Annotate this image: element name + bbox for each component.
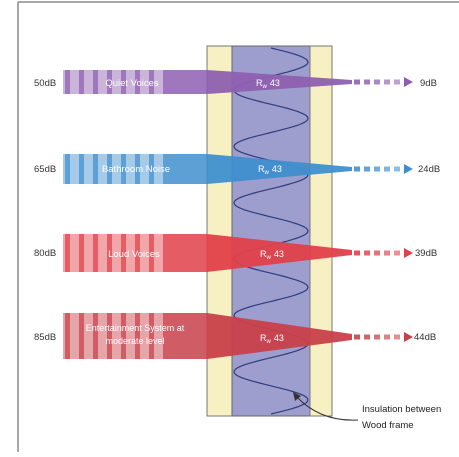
input-level-label: 50dB	[34, 78, 56, 89]
output-level-label: 9dB	[420, 78, 437, 89]
output-dashes	[354, 248, 413, 258]
dash-segment	[374, 334, 380, 340]
sound-row-loud-voices: 80dB Loud Voices Rw 43 39dB	[34, 234, 437, 272]
dash-segment	[354, 79, 360, 85]
source-band-stripes	[63, 234, 163, 272]
insulation-coil	[233, 47, 309, 415]
input-level-label: 85dB	[34, 332, 56, 343]
input-level-label: 80dB	[34, 248, 56, 259]
dash-segment	[364, 166, 370, 172]
source-label: Loud Voices	[108, 249, 160, 260]
annotation-line-1: Insulation between	[362, 404, 441, 415]
source-band-stripes	[63, 313, 163, 359]
dash-arrowhead	[404, 164, 413, 174]
transmission-cone	[207, 313, 352, 359]
insulation-annotation: Insulation between Wood frame	[293, 392, 441, 431]
output-level-label: 44dB	[414, 332, 436, 343]
dash-segment	[354, 166, 360, 172]
input-level-label: 65dB	[34, 164, 56, 175]
annotation-line-2: Wood frame	[362, 420, 414, 431]
dash-segment	[384, 250, 390, 256]
dash-segment	[394, 166, 400, 172]
insulation-cavity	[231, 45, 311, 417]
transmission-cone	[207, 70, 352, 94]
rating-label: Rw 43	[260, 249, 284, 261]
dash-segment	[354, 250, 360, 256]
transmission-cone	[207, 234, 352, 272]
annotation-arrowhead	[293, 392, 301, 401]
source-label-line-1: Entertainment System at	[86, 323, 185, 333]
right-stud	[309, 45, 333, 417]
sound-row-bathroom-noise: 65dB Bathroom Noise Rw 43 24dB	[34, 154, 440, 184]
dash-segment	[394, 250, 400, 256]
rating-label: Rw 43	[256, 78, 280, 90]
dash-segment	[364, 334, 370, 340]
rating-label: Rw 43	[258, 164, 282, 176]
dash-arrowhead	[404, 248, 413, 258]
transmission-cone	[207, 154, 352, 184]
wall-section	[206, 45, 333, 417]
left-stud	[206, 45, 233, 417]
source-band-stripes	[63, 154, 163, 184]
sound-row-quiet-voices: 50dB Quiet Voices Rw 43 9dB	[34, 70, 437, 94]
dash-segment	[384, 334, 390, 340]
output-level-label: 24dB	[418, 164, 440, 175]
dash-segment	[374, 79, 380, 85]
dash-segment	[384, 166, 390, 172]
source-band-stripes	[63, 70, 163, 94]
dash-arrowhead	[404, 332, 413, 342]
dash-segment	[364, 79, 370, 85]
annotation-pointer-arrow	[295, 395, 359, 421]
dash-segment	[394, 79, 400, 85]
source-label-line-2: moderate level	[105, 336, 164, 346]
dash-segment	[374, 166, 380, 172]
dash-segment	[364, 250, 370, 256]
output-dashes	[354, 332, 413, 342]
source-label: Quiet Voices	[105, 78, 159, 89]
dash-segment	[354, 334, 360, 340]
source-label: Bathroom Noise	[102, 164, 170, 175]
sound-row-entertainment-system: 85dB Entertainment System at moderate le…	[34, 313, 436, 359]
output-dashes	[354, 77, 413, 87]
rating-label: Rw 43	[260, 333, 284, 345]
output-dashes	[354, 164, 413, 174]
dash-arrowhead	[404, 77, 413, 87]
dash-segment	[374, 250, 380, 256]
output-level-label: 39dB	[415, 248, 437, 259]
dash-segment	[384, 79, 390, 85]
dash-segment	[394, 334, 400, 340]
